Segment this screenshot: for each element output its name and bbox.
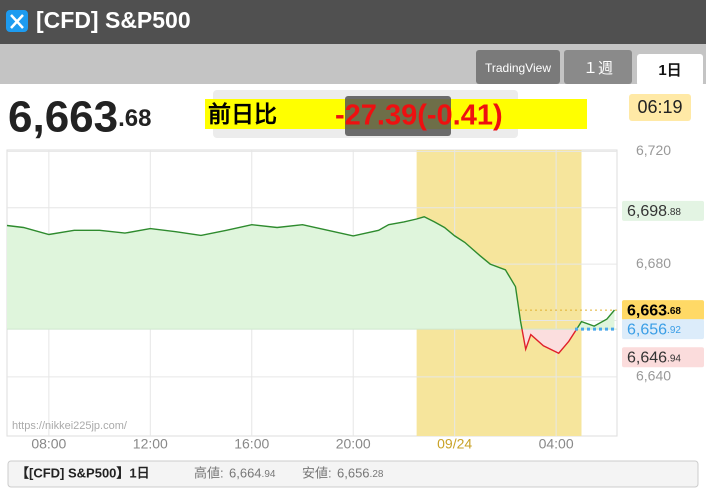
- change-label: 前日比: [208, 101, 277, 127]
- x-tick-label: 09/24: [437, 436, 472, 452]
- tab-active[interactable]: [637, 54, 703, 86]
- time-box: [629, 94, 691, 121]
- x-icon-glyph: [10, 14, 24, 29]
- footer-high-label: 高値:: [194, 465, 224, 480]
- footer-name: 【[CFD] S&P500】1日: [16, 465, 150, 480]
- plot: 08:0012:0016:0020:0009/2404:006,7206,700…: [6, 142, 704, 452]
- title: [CFD] S&P500: [36, 7, 191, 33]
- price-label: 6,646.94: [627, 349, 681, 366]
- tab-label: １週: [583, 60, 613, 77]
- change-value: -27.39(-0.41): [335, 100, 503, 132]
- x-tick-label: 04:00: [539, 436, 574, 452]
- watermark: https://nikkei225jp.com/: [12, 420, 128, 432]
- footer-low-label: 安値:: [302, 465, 332, 480]
- price-label-box: [622, 319, 704, 340]
- price-label: 6,698.88: [627, 203, 681, 220]
- y-tick-label: 6,640: [636, 368, 671, 384]
- price-label-box: [622, 200, 704, 221]
- tab[interactable]: [476, 50, 560, 84]
- footer-high: 6,664.94: [229, 465, 276, 480]
- price-label-box: [622, 300, 704, 321]
- footer-box: [7, 460, 699, 488]
- price-label: 6,656.92: [627, 321, 681, 338]
- y-tick-label: 6,720: [636, 142, 671, 158]
- x-tick-label: 08:00: [31, 436, 66, 452]
- time: 06:19: [637, 97, 682, 117]
- tab-label: TradingView: [485, 61, 551, 75]
- price-label-box: [622, 347, 704, 368]
- price-label: 6,663.68: [627, 302, 681, 319]
- y-tick-label: 6,680: [636, 255, 671, 271]
- tab-label: 1日: [658, 62, 681, 79]
- x-tick-label: 20:00: [336, 436, 371, 452]
- area: [7, 216, 615, 354]
- tab[interactable]: [564, 50, 632, 84]
- header-bar: [0, 0, 706, 44]
- x-tick-label: 12:00: [133, 436, 168, 452]
- footer-low: 6,656.28: [337, 465, 384, 480]
- x-tick-label: 16:00: [234, 436, 269, 452]
- change-shade: [345, 96, 451, 136]
- line: [6, 216, 616, 355]
